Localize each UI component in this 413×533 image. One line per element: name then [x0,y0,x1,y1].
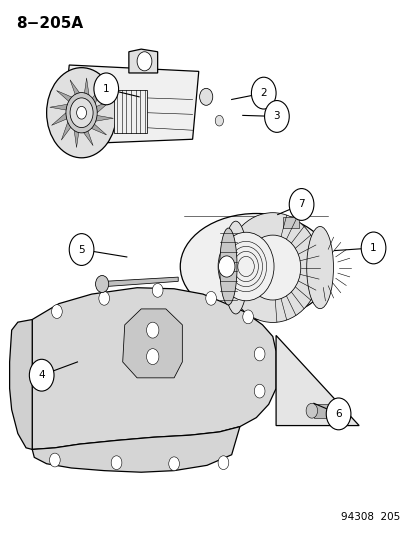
Text: 1: 1 [103,84,109,94]
Circle shape [199,88,212,106]
Circle shape [76,107,86,119]
Circle shape [169,457,179,471]
Polygon shape [81,129,93,146]
Circle shape [50,453,60,467]
Text: 8−205A: 8−205A [16,16,83,31]
Bar [282,216,298,228]
Polygon shape [313,405,338,418]
Polygon shape [57,91,74,102]
Polygon shape [50,104,68,110]
Polygon shape [96,100,112,113]
Polygon shape [32,426,239,472]
Circle shape [29,359,54,391]
Polygon shape [61,65,198,144]
Circle shape [70,98,93,127]
Circle shape [305,403,317,418]
Circle shape [254,384,264,398]
Circle shape [99,292,109,305]
Circle shape [325,398,350,430]
Circle shape [289,189,313,220]
Circle shape [95,276,109,293]
Circle shape [218,256,235,277]
Text: 7: 7 [297,199,304,209]
Text: 2: 2 [260,88,266,98]
Text: 1: 1 [369,243,376,253]
Bar [114,91,147,133]
Circle shape [66,93,97,133]
Polygon shape [128,49,157,73]
Text: 6: 6 [335,409,341,419]
Circle shape [360,232,385,264]
Circle shape [218,456,228,470]
Polygon shape [74,127,79,148]
Ellipse shape [225,213,319,322]
Circle shape [111,456,121,470]
Ellipse shape [218,232,273,301]
Circle shape [137,52,152,71]
Polygon shape [70,80,81,97]
Circle shape [251,77,275,109]
Circle shape [47,68,116,158]
Ellipse shape [244,235,300,300]
Text: 3: 3 [273,111,280,122]
Circle shape [152,284,163,297]
Text: 4: 4 [38,370,45,380]
Circle shape [215,115,223,126]
Circle shape [146,349,159,365]
Polygon shape [91,85,102,104]
Polygon shape [61,122,71,140]
Ellipse shape [306,227,332,309]
Polygon shape [9,319,32,449]
Polygon shape [89,124,106,135]
Circle shape [205,292,216,305]
Polygon shape [32,288,275,449]
Text: 94308  205: 94308 205 [340,512,399,522]
Polygon shape [95,116,113,122]
Polygon shape [104,277,178,287]
Polygon shape [84,78,89,98]
Ellipse shape [180,214,332,319]
Circle shape [69,233,94,265]
Polygon shape [122,309,182,378]
Text: 5: 5 [78,245,85,255]
Circle shape [52,305,62,318]
Polygon shape [275,335,358,425]
Circle shape [264,101,289,132]
Ellipse shape [223,221,247,314]
Circle shape [94,73,118,105]
Circle shape [242,310,253,324]
Polygon shape [52,113,67,125]
Ellipse shape [219,228,237,305]
Circle shape [254,347,264,361]
Circle shape [146,322,159,338]
